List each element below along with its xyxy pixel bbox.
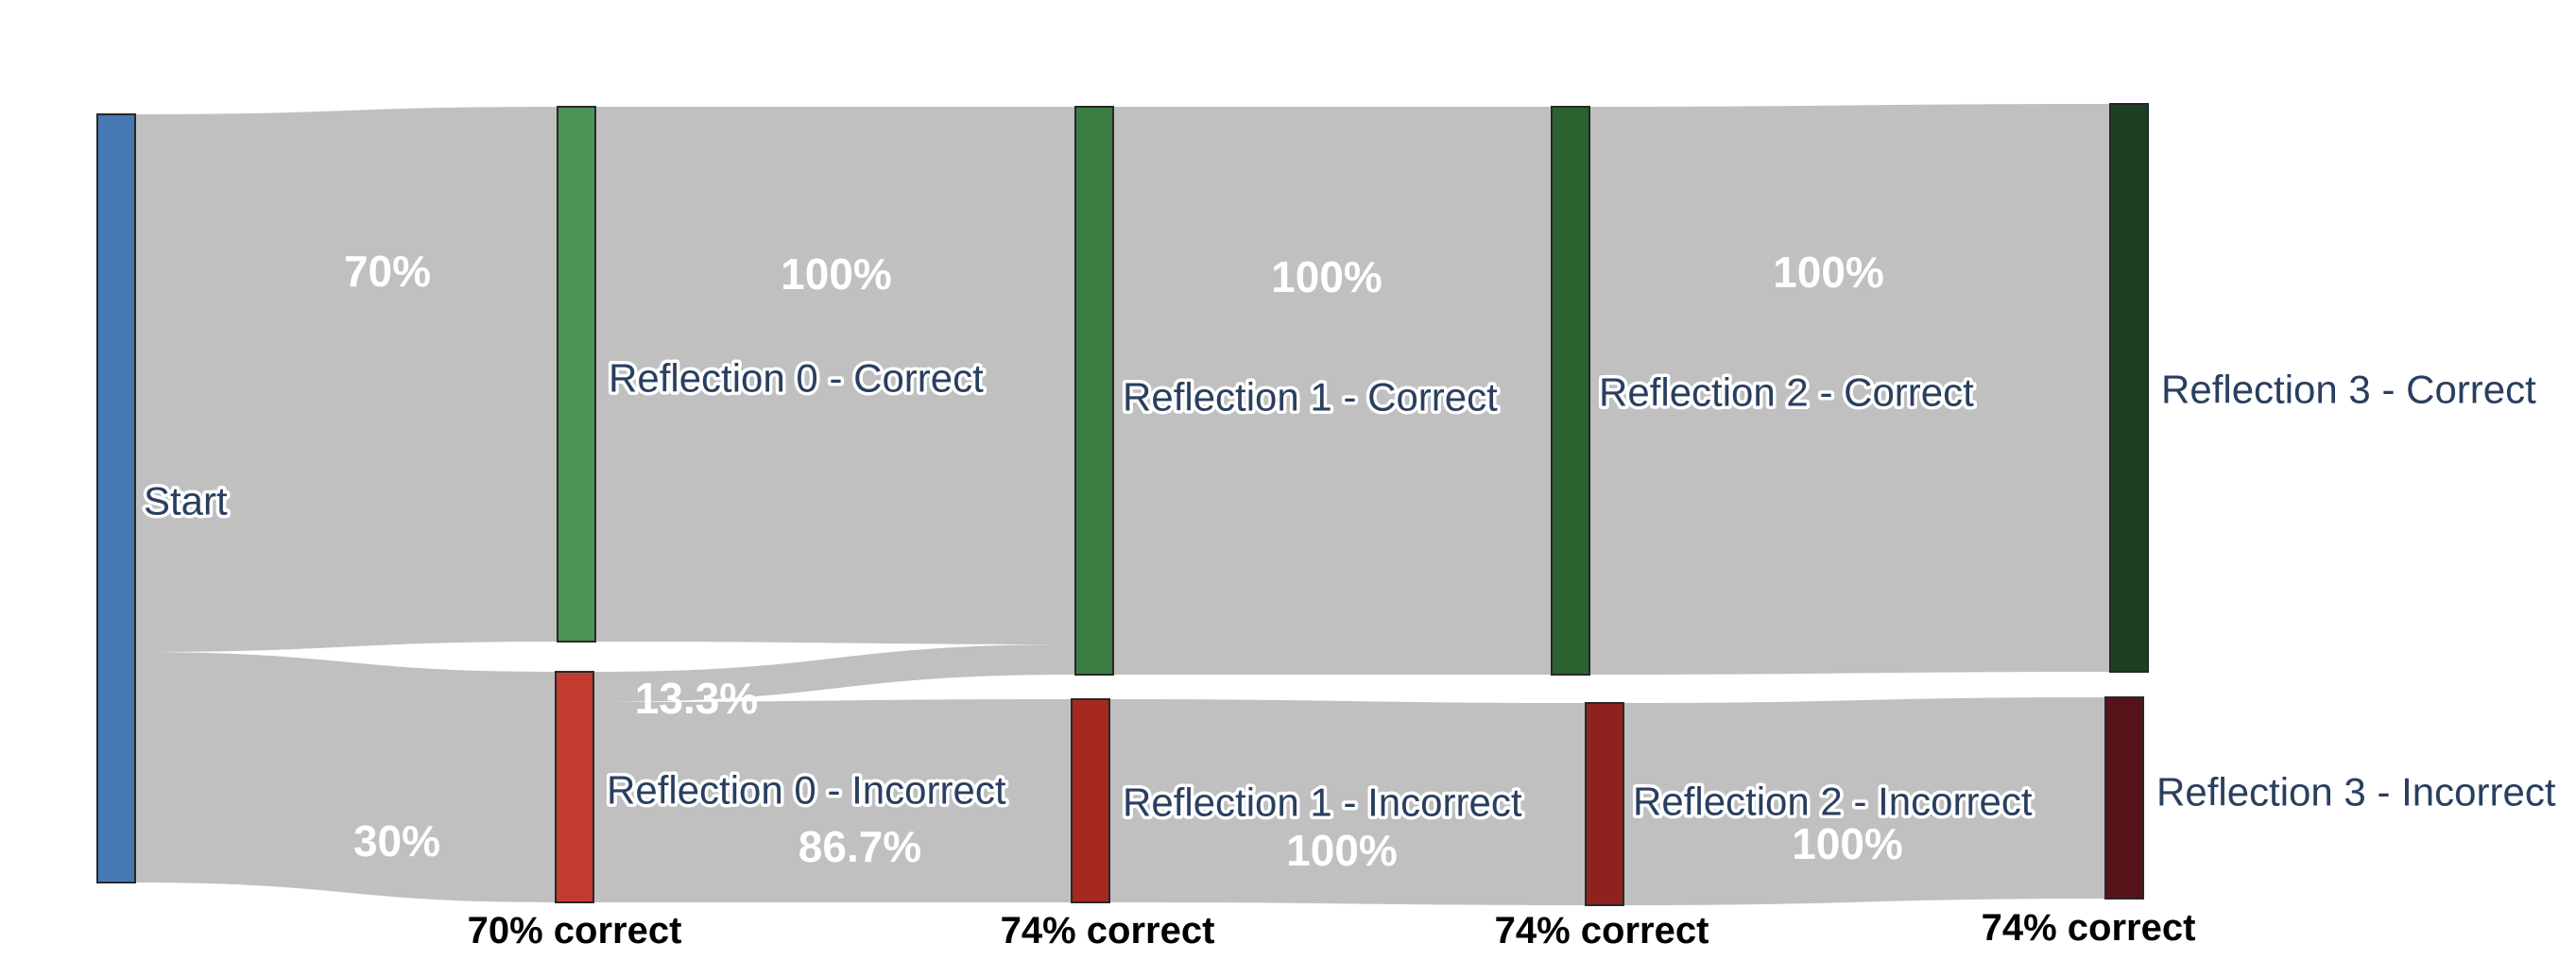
flow-r0c-r1c[interactable] (595, 107, 1075, 644)
node-r2c[interactable] (1551, 106, 1590, 676)
node-label-r2i: Reflection 2 - Incorrect (1633, 780, 2033, 824)
flow-label-r0i-r1c: 13.3% (635, 674, 758, 723)
flow-start-r0i[interactable] (135, 652, 556, 902)
node-label-r3i: Reflection 3 - Incorrect (2156, 770, 2556, 814)
flow-label-r1i-r2i: 100% (1286, 826, 1398, 875)
flow-r1i-r2i[interactable] (1109, 699, 1586, 905)
flow-r0i-r1i[interactable] (593, 699, 1072, 902)
flow-label-start-r0i: 30% (353, 816, 440, 866)
node-r0c[interactable] (557, 106, 596, 643)
node-r0i[interactable] (555, 671, 594, 903)
caption-3: 74% correct (1982, 907, 2196, 949)
node-label-r0c: Reflection 0 - Correct (609, 356, 984, 401)
node-label-r0i: Reflection 0 - Incorrect (607, 768, 1006, 813)
flow-label-r2i-r3i: 100% (1792, 819, 1903, 868)
node-start[interactable] (96, 113, 136, 883)
node-label-start: Start (144, 479, 228, 523)
flow-label-r2c-r3c: 100% (1773, 248, 1884, 297)
node-label-r1i: Reflection 1 - Incorrect (1123, 780, 1522, 825)
node-r3i[interactable] (2104, 696, 2144, 900)
node-label-r1c: Reflection 1 - Correct (1123, 375, 1498, 420)
flow-r0i-r1c[interactable] (593, 644, 1075, 702)
node-label-r2c: Reflection 2 - Correct (1599, 370, 1974, 415)
node-r3c[interactable] (2109, 103, 2149, 673)
caption-1: 74% correct (1001, 910, 1215, 951)
flow-r2c-r3c[interactable] (1589, 104, 2110, 675)
node-label-r3c: Reflection 3 - Correct (2161, 368, 2536, 412)
node-r1c[interactable] (1074, 106, 1114, 676)
flow-label-start-r0c: 70% (344, 247, 431, 296)
caption-0: 70% correct (468, 910, 682, 951)
flow-start-r0c[interactable] (135, 107, 558, 652)
flow-r1c-r2c[interactable] (1113, 107, 1552, 675)
flow-r2i-r3i[interactable] (1623, 697, 2105, 905)
flow-label-r0c-r1c: 100% (781, 249, 892, 299)
node-r2i[interactable] (1585, 702, 1624, 906)
node-r1i[interactable] (1071, 698, 1110, 903)
caption-2: 74% correct (1495, 910, 1709, 951)
flow-label-r1c-r2c: 100% (1271, 252, 1382, 301)
flow-label-r0i-r1i: 86.7% (799, 822, 921, 871)
